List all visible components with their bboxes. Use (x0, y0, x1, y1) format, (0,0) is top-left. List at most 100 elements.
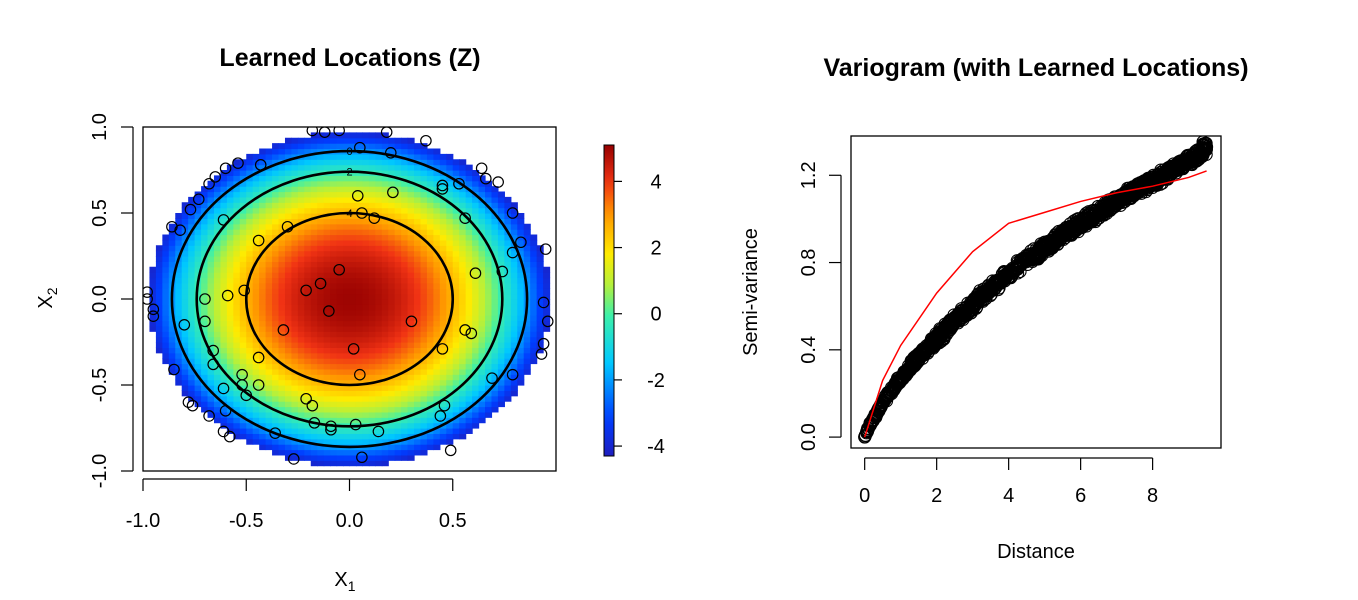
heatmap-cell (239, 175, 247, 182)
heatmap-cell (304, 395, 312, 402)
heatmap-cell (310, 223, 318, 230)
heatmap-cell (414, 261, 422, 268)
heatmap-cell (375, 438, 383, 445)
heatmap-cell (310, 137, 318, 144)
heatmap-cell (291, 411, 299, 418)
heatmap-cell (394, 336, 402, 343)
heatmap-cell (388, 347, 396, 354)
heatmap-cell (446, 331, 454, 338)
heatmap-cell (194, 325, 202, 332)
heatmap-cell (433, 218, 441, 225)
heatmap-cell (304, 234, 312, 241)
heatmap-cell (155, 347, 163, 354)
heatmap-cell (278, 444, 286, 451)
heatmap-cell (201, 325, 209, 332)
heatmap-cell (420, 401, 428, 408)
heatmap-cell (310, 202, 318, 209)
heatmap-cell (252, 336, 260, 343)
heatmap-cell (317, 411, 325, 418)
heatmap-cell (504, 272, 512, 279)
heatmap-cell (420, 309, 428, 316)
heatmap-cell (278, 368, 286, 375)
heatmap-cell (381, 428, 389, 434)
heatmap-cell (368, 304, 376, 311)
heatmap-cell (407, 336, 415, 343)
heatmap-cell (284, 239, 293, 246)
heatmap-cell (201, 207, 209, 214)
heatmap-cell (414, 148, 422, 155)
heatmap-cell (343, 288, 351, 295)
heatmap-cell (304, 170, 312, 176)
heatmap-cell (394, 170, 402, 176)
heatmap-cell (304, 336, 312, 343)
heatmap-cell (323, 331, 331, 338)
heatmap-cell (459, 293, 467, 300)
heatmap-cell (446, 363, 454, 370)
heatmap-cell (491, 395, 499, 402)
heatmap-cell (304, 454, 312, 461)
heatmap-cell (523, 347, 531, 354)
heatmap-cell (213, 261, 222, 268)
heatmap-cell (343, 250, 351, 257)
heatmap-cell (375, 202, 383, 209)
heatmap-cell (272, 417, 280, 424)
heatmap-cell (472, 277, 480, 284)
location-point (453, 177, 465, 190)
heatmap-cell (362, 309, 370, 316)
heatmap-cell (426, 315, 434, 322)
variogram-point (890, 375, 904, 390)
heatmap-cell (297, 191, 305, 198)
heatmap-cell (381, 191, 389, 198)
heatmap-cell (297, 272, 305, 279)
heatmap-cell (272, 250, 280, 257)
heatmap-cell (233, 309, 241, 316)
heatmap-cell (162, 336, 170, 343)
heatmap-cell (317, 395, 325, 402)
heatmap-cell (536, 250, 544, 257)
location-point (333, 263, 345, 276)
heatmap-cell (414, 202, 422, 209)
heatmap-cell (407, 449, 415, 456)
heatmap-cell (220, 282, 228, 289)
heatmap-cell (336, 401, 344, 408)
heatmap-cell (259, 170, 267, 176)
heatmap-cell (343, 256, 351, 262)
heatmap-cell (510, 250, 518, 257)
heatmap-cell (343, 401, 351, 408)
heatmap-cell (304, 325, 312, 332)
heatmap-cell (226, 363, 234, 370)
heatmap-cell (323, 401, 331, 408)
heatmap-cell (368, 266, 376, 273)
heatmap-cell (233, 352, 241, 359)
heatmap-cell (246, 223, 254, 230)
heatmap-cell (472, 175, 480, 182)
heatmap-cell (517, 315, 525, 322)
heatmap-cell (394, 385, 402, 391)
heatmap-cell (523, 256, 531, 262)
heatmap-cell (478, 325, 486, 332)
heatmap-cell (168, 325, 176, 332)
heatmap-cell (446, 406, 454, 413)
heatmap-cell (207, 320, 215, 327)
heatmap-cell (362, 202, 370, 209)
heatmap-x-label-sub: 1 (348, 578, 356, 594)
heatmap-cell (162, 309, 170, 316)
variogram-point (1092, 205, 1106, 219)
heatmap-cell (278, 320, 286, 327)
heatmap-cell (310, 277, 318, 284)
variogram-point (1032, 242, 1046, 256)
heatmap-cell (536, 261, 544, 268)
heatmap-cell (452, 395, 460, 402)
location-point (380, 127, 393, 138)
heatmap-cell (168, 352, 176, 359)
heatmap-cell (310, 352, 318, 359)
heatmap-cell (491, 390, 499, 397)
heatmap-cell (278, 293, 286, 300)
heatmap-cell (478, 266, 486, 273)
heatmap-cell (155, 266, 163, 273)
heatmap-cell (278, 428, 286, 434)
heatmap-cell (433, 293, 441, 300)
heatmap-cell (278, 266, 286, 273)
heatmap-cell (265, 196, 273, 203)
heatmap-cell (414, 401, 422, 408)
